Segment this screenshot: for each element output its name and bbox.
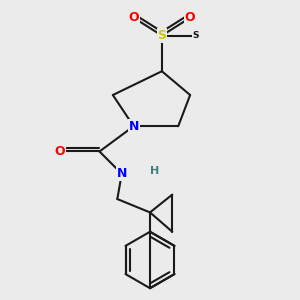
Text: H: H bbox=[150, 166, 159, 176]
Text: N: N bbox=[128, 120, 139, 133]
Text: O: O bbox=[128, 11, 139, 24]
Text: O: O bbox=[54, 145, 65, 158]
Text: S: S bbox=[158, 29, 166, 42]
Text: N: N bbox=[117, 167, 127, 180]
Text: S: S bbox=[193, 31, 199, 40]
Text: O: O bbox=[185, 11, 195, 24]
